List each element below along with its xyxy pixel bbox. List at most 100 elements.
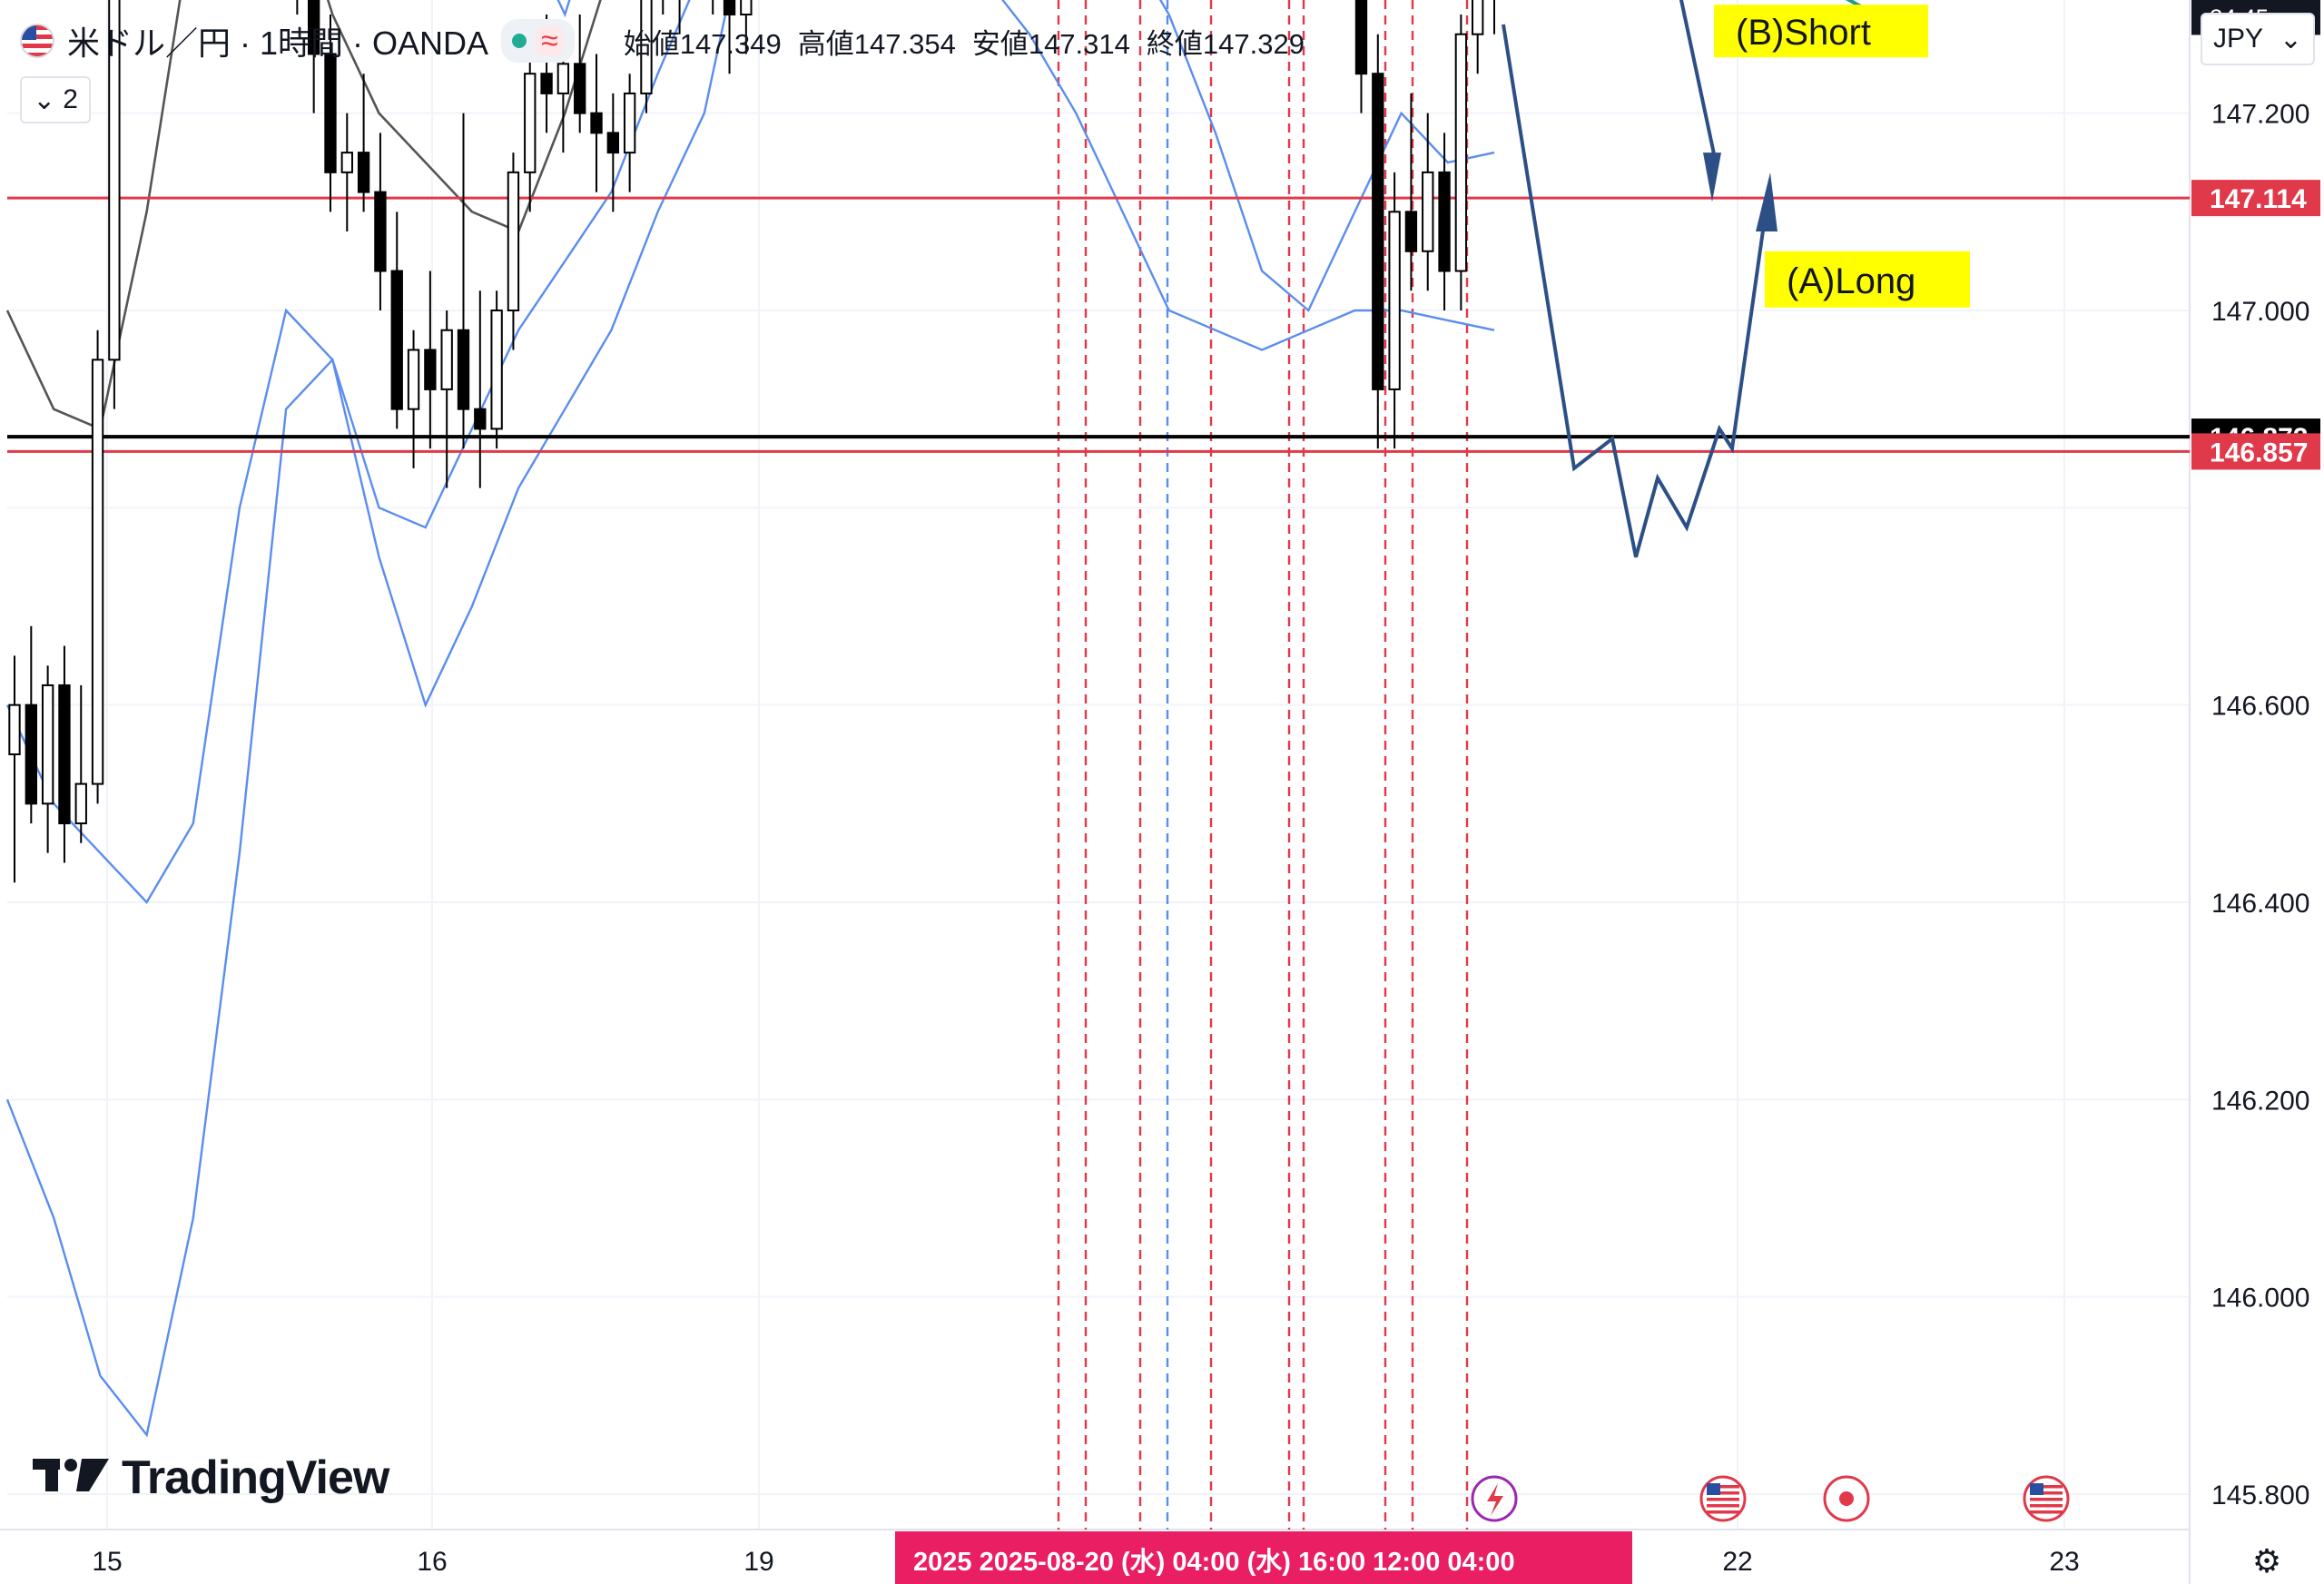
settings-gear-icon[interactable]: ⚙ <box>2251 1542 2282 1579</box>
market-open-dot-icon <box>512 34 527 48</box>
time-tick-label: 19 <box>743 1547 773 1577</box>
price-tick-label: 146.000 <box>2211 1284 2309 1313</box>
candle-body <box>606 132 620 154</box>
candle-body <box>1354 0 1368 75</box>
time-tick-label: 22 <box>1722 1547 1752 1577</box>
high-value: 147.354 <box>853 27 956 60</box>
flag-stripe <box>2030 1485 2063 1489</box>
price-tick-label: 146.400 <box>2211 889 2309 919</box>
candle-body <box>324 53 337 173</box>
currency-label: JPY <box>2213 24 2264 54</box>
candle-body <box>457 329 470 410</box>
usdjpy-flag-icon <box>20 24 54 58</box>
arrow-down-icon <box>1703 152 1721 202</box>
candle-body <box>640 0 653 94</box>
flag-canton <box>2030 1483 2043 1495</box>
level-price-badge <box>2191 180 2320 217</box>
level-price-label: 147.114 <box>2210 184 2307 214</box>
arrow-up-icon <box>1756 172 1777 232</box>
horizontal-levels <box>7 0 2190 453</box>
candle-body <box>1372 73 1384 390</box>
us-event-flag-icon <box>1699 1475 1747 1522</box>
flag-canton <box>1707 1483 1720 1495</box>
candle-body <box>574 63 586 114</box>
candle-body <box>507 171 520 311</box>
price-axis: 148.200147.600147.400147.200147.000146.6… <box>2191 0 2320 1510</box>
scenario-paths: (B)Short (A)Long <box>1502 0 1970 558</box>
candle-body <box>41 684 54 805</box>
lightning-event-icon <box>1471 1475 1518 1522</box>
close-value: 147.329 <box>1202 27 1305 60</box>
candle-body <box>74 782 87 825</box>
candle-body <box>307 0 320 55</box>
time-tick-label: 15 <box>92 1547 122 1577</box>
short-label-bg <box>1714 5 1928 58</box>
wave-icon: ≈ <box>536 25 564 56</box>
symbol-title[interactable]: 米ドル／円 · 1時間 · OANDA <box>67 25 489 62</box>
time-tick-label: 23 <box>2049 1547 2079 1577</box>
candle-body <box>390 270 403 410</box>
flag-stripe <box>1707 1491 1739 1495</box>
crosshair-time-badge <box>895 1531 1632 1584</box>
candle-body <box>440 329 453 390</box>
candle-body <box>556 63 570 94</box>
candle-body <box>590 112 603 134</box>
logo-text: TradingView <box>122 1451 389 1504</box>
us-event-flag-icon <box>2023 1475 2070 1522</box>
candlestick-series <box>8 0 1495 883</box>
lightning-icon <box>1487 1483 1503 1516</box>
scenario-b-short-path <box>1679 0 1718 163</box>
candle-body <box>1472 0 1484 35</box>
price-tick-label: 146.600 <box>2211 692 2309 722</box>
event-dot <box>1839 1491 1854 1506</box>
candle-body <box>108 0 121 361</box>
time-axis: 15 16 19 22 23 2025 2025-08-20 (水) 04:00 (水) … <box>92 1475 2080 1584</box>
candle-body <box>524 73 537 173</box>
calendar-event-icon <box>1823 1475 1870 1522</box>
tradingview-logo: TradingView <box>33 1451 389 1505</box>
market-status[interactable]: ≈ <box>501 19 575 63</box>
candle-body <box>740 0 753 15</box>
price-tick-label: 146.200 <box>2211 1086 2309 1116</box>
indicator-count: 2 <box>63 84 78 114</box>
short-label: (B)Short <box>1736 13 1871 53</box>
candle-body <box>25 703 37 805</box>
symbol-header: 米ドル／円 · 1時間 · OANDA ≈ 始値147.349 高値147.35… <box>20 13 1305 69</box>
candle-body <box>407 349 420 410</box>
flag-stripe <box>1707 1485 1739 1489</box>
flag-stripe <box>2030 1491 2063 1495</box>
open-value: 147.349 <box>679 27 782 60</box>
currency-button[interactable]: JPY ⌄ <box>2201 13 2315 65</box>
candle-body <box>1422 171 1434 252</box>
candle-body <box>8 703 21 755</box>
time-tick-label: 16 <box>417 1547 447 1577</box>
flag-stripe <box>2030 1510 2063 1514</box>
tv-logo-icon <box>33 1451 109 1505</box>
candle-body <box>374 191 387 272</box>
low-value: 147.314 <box>1028 27 1130 60</box>
flag-stripe <box>1707 1504 1739 1508</box>
candle-body <box>540 73 553 94</box>
candle-body <box>1454 33 1468 272</box>
flag-stripe <box>1707 1498 1739 1501</box>
high-label: 高値 <box>797 27 854 60</box>
indicator-toggle-button[interactable]: ⌄ 2 <box>20 76 91 123</box>
candle-body <box>424 349 437 390</box>
ohlc-values: 始値147.349 高値147.354 安値147.314 終値147.329 <box>624 21 1305 62</box>
bollinger-bands <box>5 0 1495 1438</box>
candle-body <box>623 92 636 154</box>
flag-stripe <box>2030 1498 2063 1501</box>
open-label: 始値 <box>623 27 680 60</box>
chart-grid <box>0 0 2191 1584</box>
price-tick-label: 147.200 <box>2211 100 2309 130</box>
level-price-badge <box>2191 433 2320 470</box>
candle-body <box>474 408 487 430</box>
candle-body <box>340 152 353 173</box>
candle-body <box>1404 211 1418 252</box>
low-label: 安値 <box>971 27 1029 60</box>
last-price-label: 147.329 <box>2210 0 2308 1</box>
long-label-bg <box>1765 251 1970 308</box>
long-label: (A)Long <box>1787 261 1915 301</box>
candle-body <box>357 152 370 193</box>
